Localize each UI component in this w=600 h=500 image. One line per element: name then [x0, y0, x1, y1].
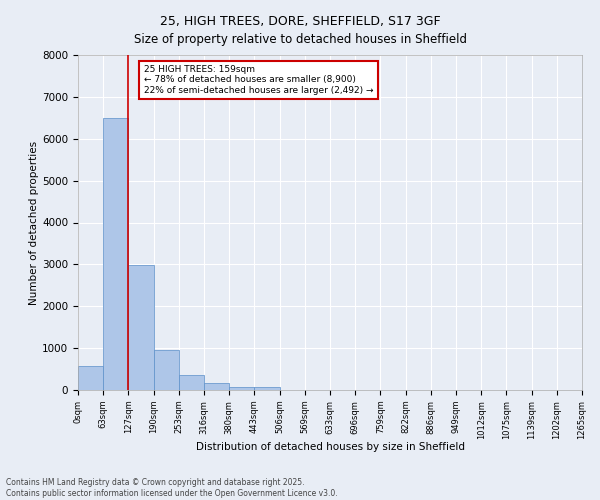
Bar [204, 384, 229, 390]
Bar [229, 386, 254, 390]
Bar [179, 374, 204, 390]
Text: Contains HM Land Registry data © Crown copyright and database right 2025.
Contai: Contains HM Land Registry data © Crown c… [6, 478, 338, 498]
Bar [103, 118, 128, 390]
Y-axis label: Number of detached properties: Number of detached properties [29, 140, 40, 304]
Text: 25, HIGH TREES, DORE, SHEFFIELD, S17 3GF: 25, HIGH TREES, DORE, SHEFFIELD, S17 3GF [160, 15, 440, 28]
Text: 25 HIGH TREES: 159sqm
← 78% of detached houses are smaller (8,900)
22% of semi-d: 25 HIGH TREES: 159sqm ← 78% of detached … [143, 65, 373, 95]
Text: Size of property relative to detached houses in Sheffield: Size of property relative to detached ho… [133, 32, 467, 46]
Bar [254, 388, 280, 390]
Bar [128, 265, 154, 390]
Bar [78, 366, 103, 390]
X-axis label: Distribution of detached houses by size in Sheffield: Distribution of detached houses by size … [196, 442, 464, 452]
Bar [154, 350, 179, 390]
